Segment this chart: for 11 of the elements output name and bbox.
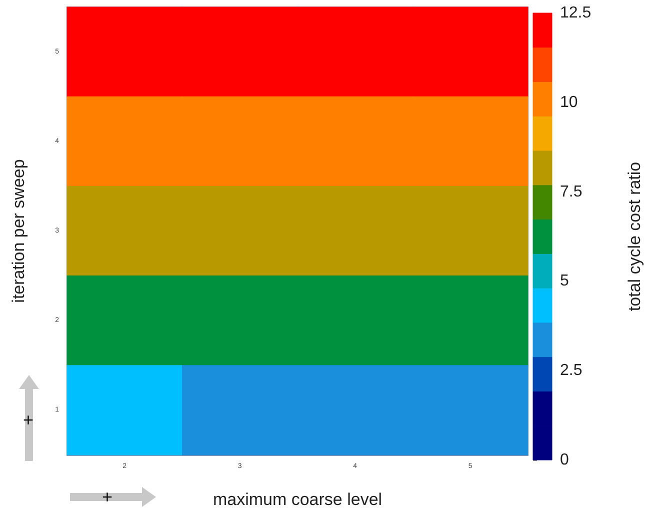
color-bar-title: total cycle cost ratio (625, 162, 644, 312)
x-axis-title: maximum coarse level (212, 490, 382, 509)
color-bar-label: 0 (560, 452, 569, 468)
color-bar-label: 7.5 (560, 183, 582, 200)
y-axis-title: iteration per sweep (9, 159, 28, 303)
up-arrow-icon: + (19, 375, 39, 461)
color-bar-label: 2.5 (560, 362, 582, 380)
color-bar-label: 10 (560, 94, 578, 111)
color-bar-label: 12.5 (560, 4, 592, 22)
right-arrow-icon: + (70, 487, 156, 507)
color-bar-label: 5 (560, 272, 569, 290)
